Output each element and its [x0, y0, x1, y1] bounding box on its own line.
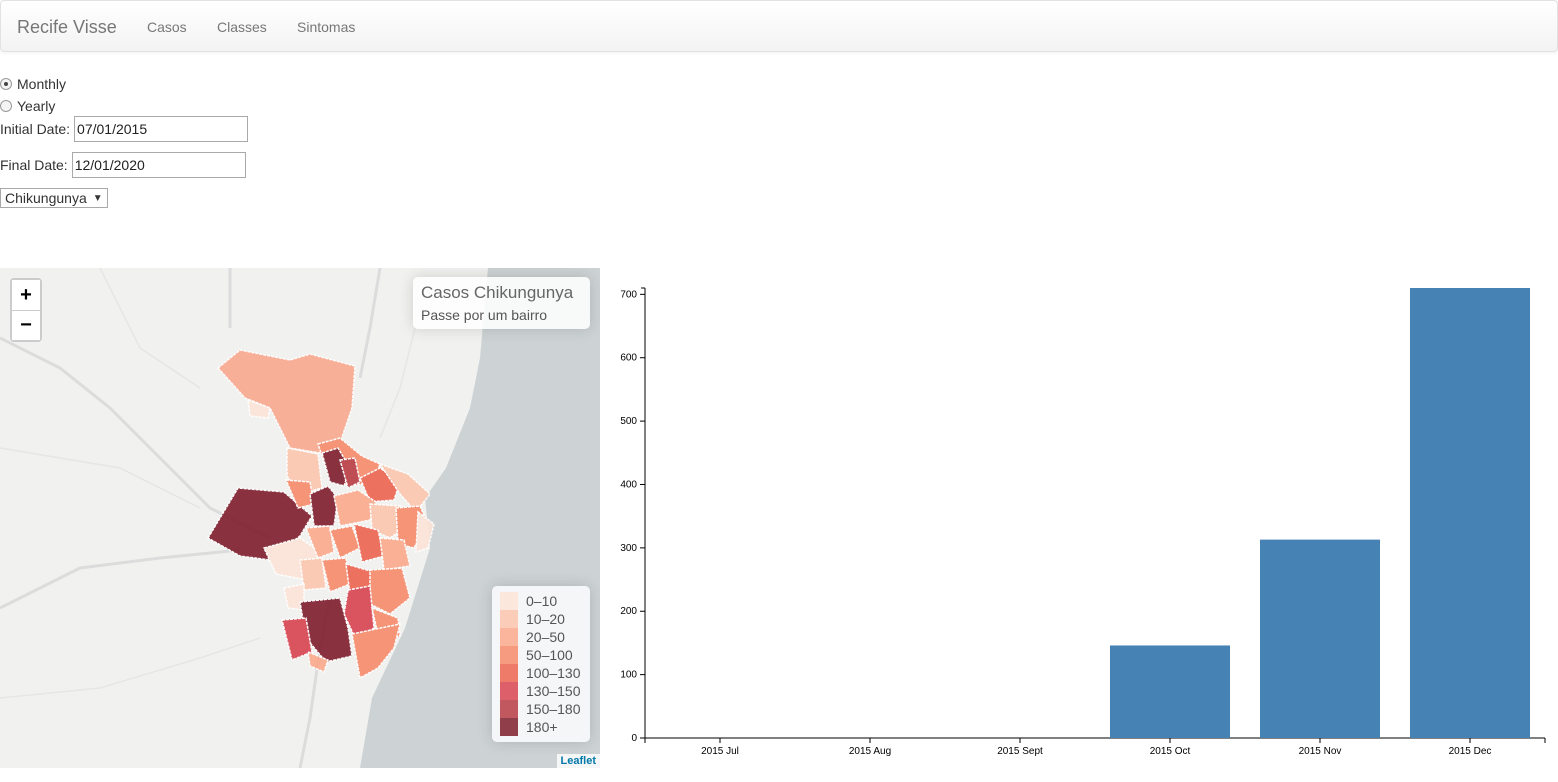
map-legend: 0–10 10–20 20–50 50–100 100–130 130–150 …	[492, 586, 590, 742]
x-tick-label: 2015 Jul	[701, 746, 739, 757]
region-31[interactable]	[281, 617, 313, 662]
nav-link-classes[interactable]: Classes	[217, 19, 267, 35]
x-tick-label: 2015 Oct	[1150, 746, 1191, 757]
legend-label: 100–130	[526, 665, 581, 681]
region-north[interactable]	[216, 349, 356, 454]
disease-select[interactable]: Chikungunya ▼	[0, 188, 108, 208]
period-radio-yearly[interactable]: Yearly	[0, 98, 55, 114]
region-12[interactable]	[378, 462, 432, 514]
region-north-west[interactable]	[247, 398, 271, 419]
y-tick-label: 0	[631, 733, 637, 744]
region-23[interactable]	[379, 537, 411, 571]
x-tick-label: 2015 Sept	[997, 746, 1043, 757]
y-tick-label: 300	[620, 543, 637, 554]
dropdown-arrow-icon: ▼	[92, 192, 103, 204]
radio-button-monthly[interactable]	[0, 78, 12, 90]
map-info-subtitle: Passe por um bairro	[421, 307, 548, 323]
y-tick-label: 600	[620, 353, 637, 364]
y-tick-label: 200	[620, 606, 637, 617]
legend-item: 20–50	[500, 628, 582, 646]
period-radio-monthly[interactable]: Monthly	[0, 76, 66, 92]
legend-swatch	[500, 700, 518, 718]
navbar: Recife Visse Casos Classes Sintomas	[0, 0, 1558, 52]
region-32[interactable]	[351, 623, 402, 680]
region-18[interactable]	[415, 510, 435, 554]
legend-swatch	[500, 664, 518, 682]
legend-swatch	[500, 610, 518, 628]
final-date-label: Final Date:	[0, 157, 68, 173]
y-tick-label: 400	[620, 479, 637, 490]
legend-swatch	[500, 628, 518, 646]
legend-item: 50–100	[500, 646, 582, 664]
brand-link[interactable]: Recife Visse	[17, 17, 117, 37]
map-info-box: Casos Chikungunya Passe por um bairro	[413, 277, 590, 329]
zoom-out-button[interactable]: −	[12, 310, 40, 340]
legend-label: 10–20	[526, 611, 565, 627]
y-tick-label: 500	[620, 416, 637, 427]
region-33[interactable]	[307, 650, 329, 674]
final-date-input[interactable]: 12/01/2020	[71, 152, 246, 178]
map-info-title: Casos Chikungunya	[421, 283, 574, 302]
x-tick-label: 2015 Nov	[1299, 746, 1342, 757]
legend-item: 0–10	[500, 592, 582, 610]
nav-link-sintomas[interactable]: Sintomas	[297, 19, 356, 35]
legend-item: 100–130	[500, 664, 582, 682]
choropleth-map[interactable]: + − Casos Chikungunya Passe por um bairr…	[0, 268, 600, 768]
zoom-control: + −	[10, 278, 42, 342]
legend-label: 0–10	[526, 593, 558, 609]
region-29[interactable]	[343, 585, 375, 642]
legend-label: 150–180	[526, 701, 581, 717]
legend-swatch	[500, 682, 518, 700]
legend-swatch	[500, 718, 518, 736]
region-14[interactable]	[309, 485, 339, 527]
region-15[interactable]	[333, 489, 377, 527]
region-22[interactable]	[353, 522, 385, 563]
initial-date-input[interactable]: 07/01/2015	[74, 116, 249, 142]
radio-button-yearly[interactable]	[0, 100, 12, 112]
region-24[interactable]	[299, 557, 327, 591]
radio-label-monthly: Monthly	[17, 76, 67, 92]
initial-date-row: Initial Date: 07/01/2015	[0, 116, 249, 142]
nav-link-casos[interactable]: Casos	[147, 19, 187, 35]
legend-item: 150–180	[500, 700, 582, 718]
bar	[1410, 288, 1530, 738]
legend-label: 20–50	[526, 629, 565, 645]
legend-item: 10–20	[500, 610, 582, 628]
x-tick-label: 2015 Aug	[849, 746, 891, 757]
legend-label: 50–100	[526, 647, 573, 663]
y-tick-label: 700	[620, 289, 637, 300]
x-tick-label: 2015 Dec	[1449, 746, 1492, 757]
legend-swatch	[500, 592, 518, 610]
legend-item: 180+	[500, 718, 582, 736]
legend-swatch	[500, 646, 518, 664]
region-20[interactable]	[304, 525, 335, 559]
bar-chart: 0 100 200 300 400 500 600 700 2015 Jul 2015 Aug 20…	[600, 268, 1558, 768]
legend-label: 180+	[526, 719, 558, 735]
radio-label-yearly: Yearly	[17, 98, 56, 114]
legend-item: 130–150	[500, 682, 582, 700]
disease-select-value: Chikungunya	[5, 190, 87, 206]
y-tick-label: 100	[620, 670, 637, 681]
zoom-in-button[interactable]: +	[12, 280, 40, 310]
leaflet-attribution-link[interactable]: Leaflet	[556, 754, 600, 768]
final-date-row: Final Date: 12/01/2020	[0, 152, 246, 178]
initial-date-label: Initial Date:	[0, 121, 71, 137]
bar	[1260, 539, 1380, 738]
legend-label: 130–150	[526, 683, 581, 699]
region-10[interactable]	[339, 457, 361, 490]
bar-chart-svg: 0 100 200 300 400 500 600 700 2015 Jul 2015 Aug 20…	[620, 287, 1546, 757]
bar	[1110, 645, 1230, 738]
